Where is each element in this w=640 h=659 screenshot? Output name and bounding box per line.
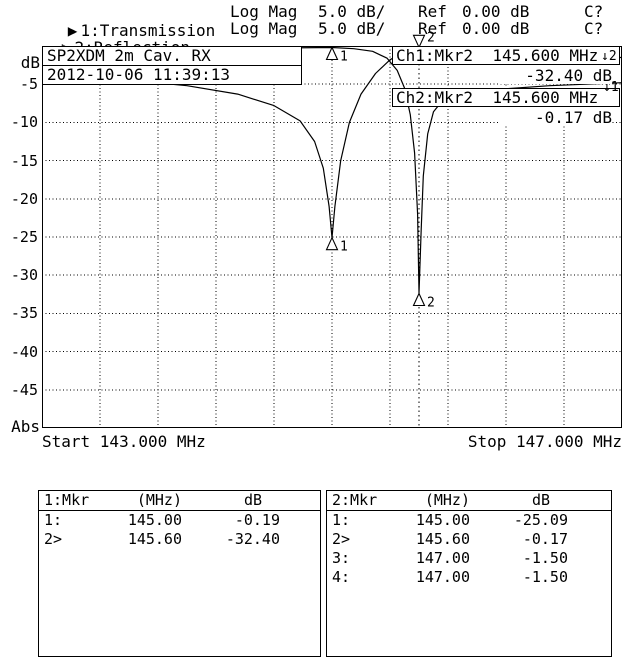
value-unit-header: dB: [243, 491, 262, 509]
marker-id: 3:: [332, 549, 351, 567]
marker-id: 4:: [332, 568, 351, 586]
ch2-marker-readout: Ch2:Mkr2 145.600 MHz: [392, 88, 620, 107]
marker-frequency: 145.60: [127, 530, 182, 548]
marker-table-ch2-header: 2:Mkr (MHz) dB: [327, 491, 611, 511]
marker-frequency: 145.60: [415, 530, 470, 548]
marker-table-ch2: 2:Mkr (MHz) dB 1: 145.00 -25.09 2> 145.60 -0.…: [326, 490, 612, 657]
marker-table-row: 4: 147.00 -1.50: [327, 568, 611, 587]
y-axis-abs-label: Abs: [11, 417, 40, 436]
ch1-format-label: Log Mag: [230, 2, 298, 21]
ch1-cal-status: C?: [584, 2, 604, 21]
y-axis-tick: -10: [10, 113, 38, 132]
marker-frequency: 147.00: [415, 568, 470, 586]
active-channel-indicator-icon: ▶: [67, 21, 78, 40]
marker-frequency: 147.00: [415, 549, 470, 567]
marker-number-label: 2: [427, 30, 435, 45]
marker-frequency: 145.00: [415, 511, 470, 529]
marker-value: -0.17: [522, 530, 568, 548]
channel-1-label: 1:Transmission: [80, 21, 216, 40]
down-arrow-icon: ↓: [601, 49, 609, 64]
y-axis-tick: -35: [10, 304, 38, 323]
marker-table-ch2-body: 1: 145.00 -25.09 2> 145.60 -0.17 3: 147.00 -1.50…: [327, 511, 611, 587]
freq-unit-header: (MHz): [136, 491, 182, 509]
y-axis-tick: -20: [10, 189, 38, 208]
ch1-marker-value: -32.40 dB: [500, 67, 612, 84]
marker-value: -1.50: [522, 549, 568, 567]
ch1-scale-value: 5.0 dB/: [318, 2, 386, 21]
channel-2-status-line: ▷2:Reflection Log Mag 5.0 dB/ Ref 0.00 d…: [0, 19, 640, 57]
x-axis-stop-label: Stop 147.000 MHz: [467, 432, 622, 451]
marker-id: 1:: [332, 511, 351, 529]
marker-table-ch1-body: 1: 145.00 -0.19 2> 145.60 -32.40: [39, 511, 320, 549]
marker-table-row: 2> 145.60 -0.17: [327, 530, 611, 549]
marker-frequency: 145.00: [127, 511, 182, 529]
y-axis-tick: -40: [10, 342, 38, 361]
y-axis-tick: -5: [19, 75, 38, 94]
marker-id: 1:: [44, 511, 63, 529]
freq-unit-header: (MHz): [424, 491, 470, 509]
marker-triangle-ch1-mkr2: [412, 292, 426, 307]
marker-table-ch1-header: 1:Mkr (MHz) dB: [39, 491, 320, 511]
marker-number-label: 1: [340, 50, 348, 65]
marker-triangle-ch2-mkr1: [325, 236, 339, 251]
y-axis-tick: -25: [10, 228, 38, 246]
marker-number-label: 2: [427, 296, 435, 311]
table-title: 2:Mkr: [332, 491, 378, 509]
ch1-ref-label: Ref: [418, 2, 447, 21]
display-title: SP2XDM 2m Cav. RX: [43, 47, 301, 66]
ch2-ref-label: Ref: [418, 19, 447, 38]
ch2-scale-value: 5.0 dB/: [318, 19, 386, 38]
ch1-ref-value: 0.00 dB: [462, 2, 530, 21]
marker-value: -0.19: [234, 511, 280, 529]
marker-number-label: 1: [340, 240, 348, 255]
table-title: 1:Mkr: [44, 491, 90, 509]
channel-1-status-line: ▶ 1:Transmission Log Mag 5.0 dB/ Ref 0.00…: [0, 2, 640, 40]
marker-value: -32.40: [225, 530, 280, 548]
down-arrow-icon: ↓: [603, 80, 611, 95]
marker-value: -1.50: [522, 568, 568, 586]
marker-id: 2>: [44, 530, 63, 548]
marker-value: -25.09: [513, 511, 568, 529]
ch2-cal-status: C?: [584, 19, 604, 38]
ch1-marker-readout: Ch1:Mkr2 145.600 MHz: [392, 46, 620, 65]
y-axis-tick: -30: [10, 266, 38, 285]
marker-triangle-ch1-mkr1: [325, 46, 339, 61]
display-timestamp: 2012-10-06 11:39:13: [47, 65, 231, 84]
trace2-exit-marker: ↓2: [601, 49, 617, 64]
ch2-ref-value: 0.00 dB: [462, 19, 530, 38]
y-axis-tick: -45: [10, 380, 38, 399]
ch2-marker-value: -0.17 dB: [500, 109, 612, 126]
x-axis-start-label: Start 143.000 MHz: [42, 432, 206, 451]
marker-table-row: 1: 145.00 -25.09: [327, 511, 611, 530]
trace1-exit-marker: ↓1: [603, 80, 619, 95]
value-unit-header: dB: [531, 491, 550, 509]
marker-table-row: 3: 147.00 -1.50: [327, 549, 611, 568]
marker-table-ch1: 1:Mkr (MHz) dB 1: 145.00 -0.19 2> 145.60 -32.…: [38, 490, 321, 657]
marker-id: 2>: [332, 530, 351, 548]
y-axis-unit-label: dB: [20, 53, 40, 72]
marker-table-row: 1: 145.00 -0.19: [39, 511, 320, 530]
y-axis-tick: -15: [10, 151, 38, 170]
display-title-box: SP2XDM 2m Cav. RX 2012-10-06 11:39:13: [42, 46, 302, 85]
ch2-format-label: Log Mag: [230, 19, 298, 38]
marker-triangle-ch2-mkr2: [412, 34, 426, 49]
marker-table-row: 2> 145.60 -32.40: [39, 530, 320, 549]
